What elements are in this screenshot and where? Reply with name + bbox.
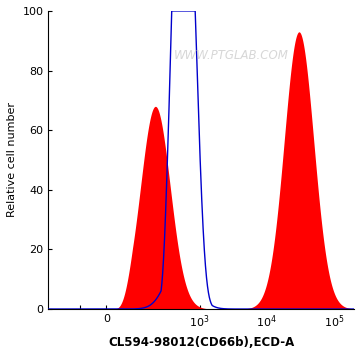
Text: WWW.PTGLAB.COM: WWW.PTGLAB.COM — [174, 49, 289, 62]
X-axis label: CL594-98012(CD66b),ECD-A: CL594-98012(CD66b),ECD-A — [108, 336, 294, 349]
Y-axis label: Relative cell number: Relative cell number — [7, 103, 17, 218]
